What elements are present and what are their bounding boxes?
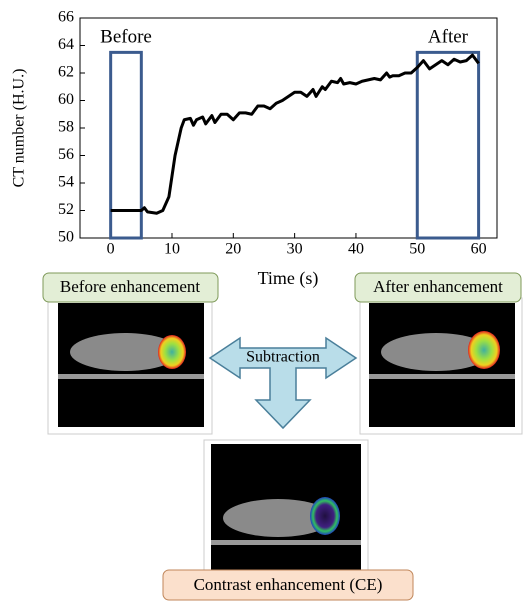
before-label: Before enhancement [60,277,200,296]
x-tick-label: 50 [409,241,425,258]
highlight-label: Before [100,27,152,48]
ct-tumor [158,335,186,369]
result-label: Contrast enhancement (CE) [194,575,383,594]
y-tick-label: 54 [58,174,74,191]
x-tick-label: 30 [287,241,303,258]
y-tick-label: 52 [58,201,74,218]
line-chart: Time (s) CT number (H.U.) 50 52 54 56 58 60 62… [11,9,497,289]
highlight-box [417,52,478,238]
highlight-label: After [428,27,469,48]
diagram: Before enhancement After enhancement Sub… [43,273,522,600]
operation-label: Subtraction [246,349,320,366]
y-tick-label: 50 [58,229,74,246]
x-tick-label: 40 [348,241,364,258]
y-tick-label: 64 [58,36,74,53]
y-tick-label: 66 [58,9,74,26]
ct-table [58,374,204,379]
y-tick-label: 62 [58,64,74,81]
ct-table [211,540,361,545]
y-tick-label: 56 [58,146,74,163]
after-label: After enhancement [373,277,503,296]
ct-tumor [468,331,500,369]
x-tick-label: 60 [471,241,487,258]
ct-tumor [310,497,340,535]
figure: Time (s) CT number (H.U.) 50 52 54 56 58 60 62… [0,0,525,602]
y-tick-label: 60 [58,91,74,108]
ct-table [369,374,515,379]
data-line [111,55,479,213]
y-axis-label: CT number (H.U.) [11,69,28,188]
x-tick-label: 0 [107,241,115,258]
x-tick-label: 10 [164,241,180,258]
x-axis-label: Time (s) [258,268,319,289]
y-tick-label: 58 [58,119,74,136]
x-tick-label: 20 [225,241,241,258]
